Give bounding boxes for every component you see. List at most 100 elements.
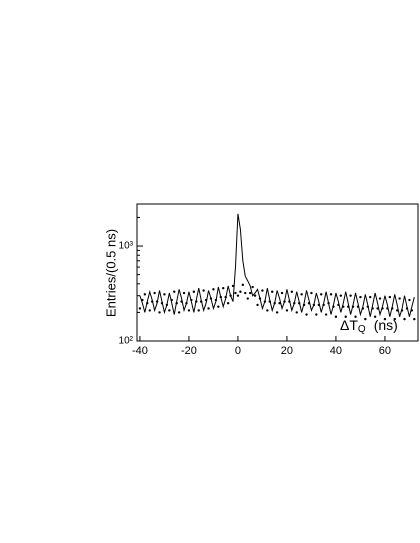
data-point xyxy=(324,313,328,316)
data-point xyxy=(153,291,156,295)
data-point xyxy=(163,293,166,296)
data-point xyxy=(388,295,392,299)
data-point xyxy=(195,300,198,303)
data-point xyxy=(356,305,360,308)
data-point xyxy=(146,302,149,305)
data-point xyxy=(361,307,365,310)
data-point xyxy=(204,298,208,302)
data-point xyxy=(241,283,245,287)
data-point xyxy=(170,298,173,302)
data-point xyxy=(332,305,335,308)
data-point xyxy=(266,309,269,312)
x-tick-label: 0 xyxy=(235,345,241,357)
data-point xyxy=(278,302,281,305)
data-point xyxy=(168,309,171,312)
data-point xyxy=(315,313,318,316)
data-point xyxy=(290,290,294,293)
data-point xyxy=(305,313,308,316)
data-point xyxy=(148,309,151,312)
data-point xyxy=(209,297,213,300)
data-point xyxy=(371,307,374,310)
data-point xyxy=(150,300,154,303)
data-point xyxy=(197,309,200,312)
x-tick-label: 60 xyxy=(379,345,391,357)
data-point xyxy=(381,307,384,310)
data-point xyxy=(398,297,401,300)
data-point xyxy=(351,305,355,308)
data-point xyxy=(376,307,379,310)
data-point xyxy=(297,302,301,305)
data-point xyxy=(408,298,411,302)
data-point xyxy=(285,309,289,312)
data-point xyxy=(378,297,382,300)
data-point xyxy=(410,309,414,312)
data-point xyxy=(307,302,311,305)
x-axis-label: ΔTQ (ns) xyxy=(340,317,398,335)
data-point xyxy=(391,307,394,310)
data-point xyxy=(302,303,306,307)
data-point xyxy=(383,317,387,321)
data-point xyxy=(239,290,242,293)
data-point xyxy=(280,291,284,295)
data-point xyxy=(349,294,352,297)
data-point xyxy=(386,307,389,310)
data-point xyxy=(185,302,188,305)
data-point xyxy=(214,298,218,302)
data-point xyxy=(373,315,377,318)
data-point xyxy=(263,300,267,303)
data-point xyxy=(268,300,271,303)
x-label-main: ΔT xyxy=(340,317,358,333)
data-point xyxy=(173,290,176,293)
data-point xyxy=(175,302,178,305)
data-point xyxy=(207,307,210,310)
data-point xyxy=(344,315,347,318)
data-point xyxy=(217,305,220,308)
data-point xyxy=(346,305,350,308)
data-point xyxy=(182,291,186,295)
data-point xyxy=(312,303,316,307)
data-point xyxy=(202,289,205,292)
x-tick-label: -40 xyxy=(132,345,148,357)
data-point xyxy=(251,285,254,289)
y-tick-label: 10³ xyxy=(119,241,134,252)
data-point xyxy=(320,293,323,296)
x-label-sub: Q xyxy=(358,324,366,335)
data-point xyxy=(248,291,252,295)
plot-frame xyxy=(136,203,419,342)
x-tick-label: -20 xyxy=(181,345,197,357)
data-point xyxy=(234,291,237,295)
data-point xyxy=(143,293,147,296)
data-point xyxy=(256,303,259,307)
data-point xyxy=(327,302,330,305)
data-point xyxy=(244,291,247,295)
data-point xyxy=(187,309,191,312)
data-point xyxy=(222,286,225,290)
data-point xyxy=(310,291,313,295)
data-point xyxy=(339,294,343,297)
data-point xyxy=(141,298,144,302)
data-point xyxy=(329,293,333,296)
data-point xyxy=(300,293,303,296)
x-label-unit: (ns) xyxy=(374,317,398,333)
data-point xyxy=(293,302,296,305)
plot-area xyxy=(138,213,416,321)
data-point xyxy=(275,311,279,314)
data-point xyxy=(400,309,404,312)
data-point xyxy=(199,300,203,303)
data-point xyxy=(160,302,164,305)
data-point xyxy=(273,302,276,305)
data-point xyxy=(337,303,340,307)
data-point xyxy=(366,305,369,308)
data-point xyxy=(364,317,367,321)
data-point xyxy=(405,307,409,310)
y-tick-label: 10² xyxy=(119,336,134,347)
data-point xyxy=(231,284,235,288)
data-point xyxy=(403,317,406,321)
data-point xyxy=(283,300,286,303)
data-point xyxy=(258,297,262,300)
data-point xyxy=(369,295,372,299)
data-point xyxy=(224,295,227,299)
data-point xyxy=(322,303,325,307)
data-point xyxy=(226,302,230,305)
